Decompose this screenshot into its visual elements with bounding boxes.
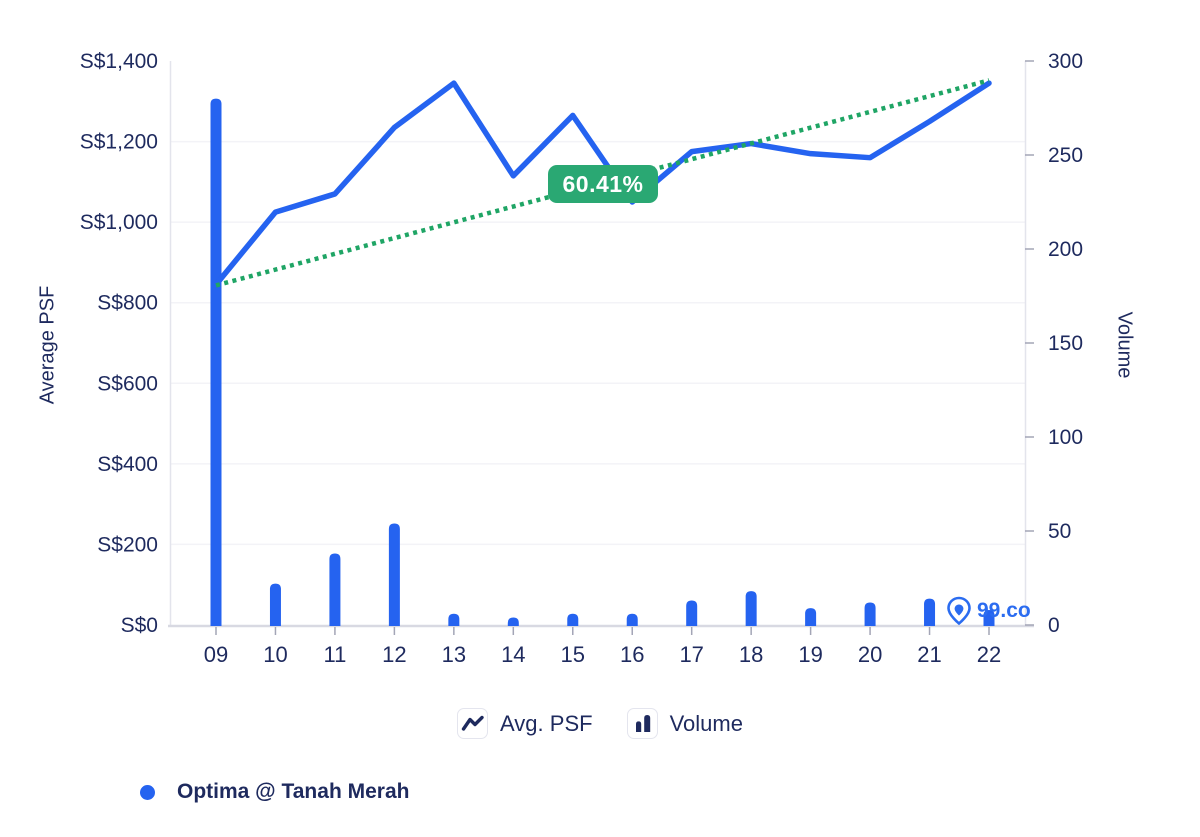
volume-bar[interactable]: [388, 523, 400, 626]
x-axis-tick-label: 13: [442, 642, 466, 667]
avg-psf-line[interactable]: [213, 80, 992, 288]
left-axis-tick-label: S$200: [97, 533, 158, 556]
volume-bar[interactable]: [686, 600, 698, 626]
volume-bar[interactable]: [448, 613, 460, 626]
volume-bar[interactable]: [329, 553, 341, 626]
series-legend-item[interactable]: Optima @ Tanah Merah: [140, 780, 409, 804]
x-axis-tick-label: 14: [501, 642, 525, 667]
series-legend-label: Optima @ Tanah Merah: [177, 780, 410, 803]
right-axis-tick-label: 0: [1048, 614, 1060, 637]
right-axis-tick-label: 50: [1048, 520, 1071, 543]
x-axis-tick-label: 21: [917, 642, 941, 667]
x-axis-tick-label: 22: [977, 642, 1001, 667]
left-axis-tick-label: S$0: [121, 614, 158, 637]
right-axis-tick-label: 200: [1048, 238, 1083, 261]
volume-bar[interactable]: [567, 613, 579, 626]
legend-item-avg-psf[interactable]: Avg. PSF: [457, 708, 593, 739]
x-axis-tick-label: 12: [382, 642, 406, 667]
right-axis-tick-label: 150: [1048, 332, 1083, 355]
right-axis-tick-label: 300: [1048, 50, 1083, 73]
line-zigzag-icon: [457, 708, 489, 739]
x-axis-tick-label: 15: [561, 642, 585, 667]
chart-legend: Avg. PSF Volume: [0, 708, 1200, 739]
right-axis-tick-label: 250: [1048, 144, 1083, 167]
legend-label-avg-psf: Avg. PSF: [500, 710, 593, 736]
watermark: 99.co: [946, 596, 1031, 626]
volume-bar[interactable]: [745, 591, 757, 626]
chart-plot-area: S$0 S$200 S$400 S$600 S$800 S$1,000 S$1,200 S$1…: [80, 50, 1083, 667]
x-axis-tick-label: 11: [324, 642, 347, 667]
left-axis-title: Average PSF: [36, 285, 59, 405]
left-axis-tick-label: S$1,000: [80, 211, 158, 234]
volume-bar[interactable]: [864, 602, 876, 626]
x-axis-tick-label: 17: [679, 642, 703, 667]
legend-label-volume: Volume: [669, 710, 743, 736]
x-axis-tick-label: 09: [204, 642, 228, 667]
left-axis-tick-label: S$1,400: [80, 50, 158, 73]
right-axis-title: Volume: [1113, 311, 1136, 379]
volume-bar[interactable]: [269, 583, 281, 626]
right-axis-tick-label: 100: [1048, 426, 1083, 449]
x-axis-tick-label: 16: [620, 642, 644, 667]
volume-bar[interactable]: [210, 98, 222, 627]
volume-bar[interactable]: [924, 598, 936, 626]
left-axis-tick-label: S$800: [97, 292, 158, 315]
volume-bar[interactable]: [805, 608, 817, 626]
left-axis-tick-label: S$1,200: [80, 131, 158, 154]
volume-bar[interactable]: [626, 613, 638, 626]
legend-item-volume[interactable]: Volume: [626, 708, 743, 739]
left-axis-tick-label: S$400: [97, 453, 158, 476]
x-axis-tick-label: 10: [263, 642, 287, 667]
series-marker-dot: [140, 784, 155, 800]
watermark-text: 99.co: [977, 599, 1031, 622]
growth-badge: 60.41%: [548, 165, 658, 203]
x-axis-tick-label: 18: [739, 642, 763, 667]
x-axis-tick-label: 20: [858, 642, 882, 667]
volume-bar[interactable]: [507, 617, 519, 626]
volume-bar[interactable]: [983, 609, 995, 626]
location-pin-icon: [946, 596, 972, 626]
left-axis-tick-label: S$600: [97, 372, 158, 395]
bar-chart-icon: [626, 708, 658, 739]
x-axis-tick-label: 19: [798, 642, 822, 667]
